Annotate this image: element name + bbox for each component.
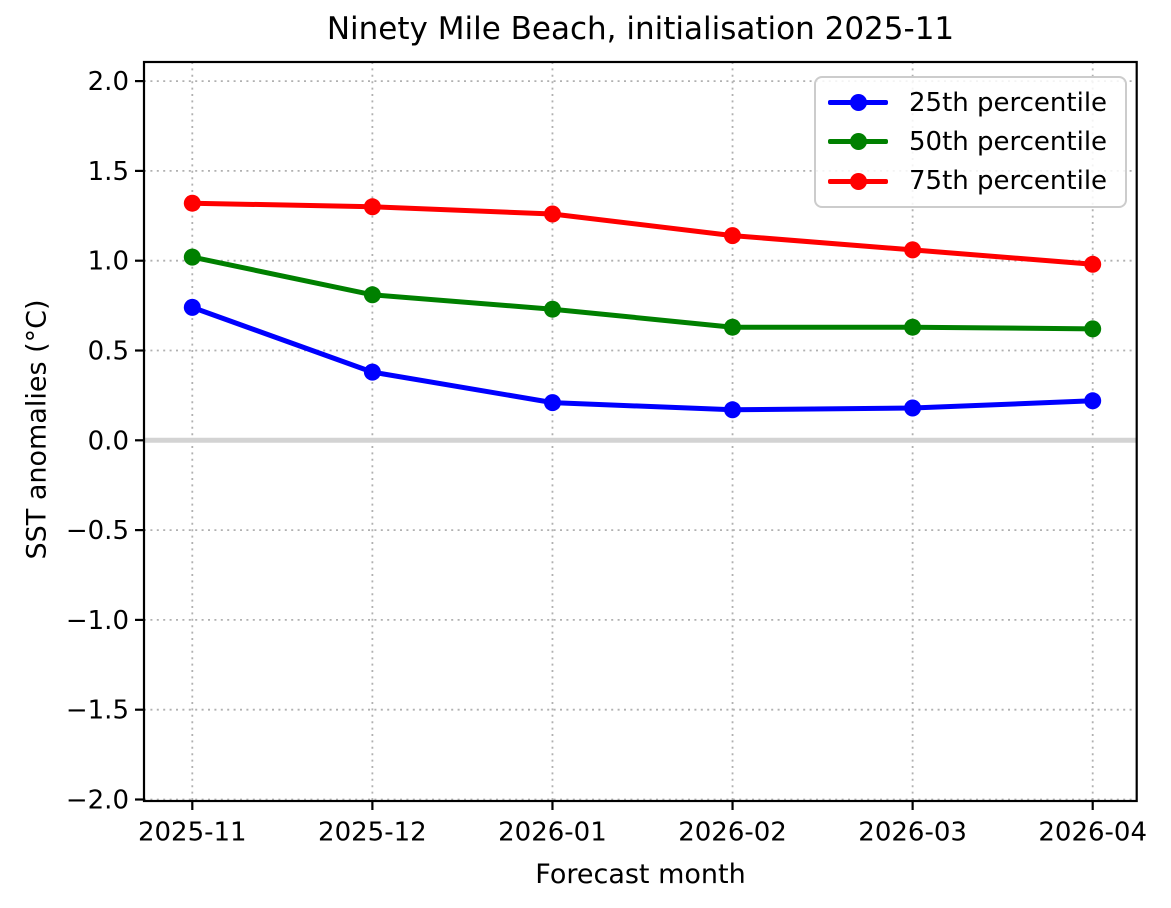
plot-border [142,60,1138,803]
y-tick-label: 1.5 [88,157,129,187]
y-tick-label: 0.5 [88,337,129,367]
legend-sample-dot [850,172,867,190]
y-tick-label: −0.5 [66,516,129,546]
legend: 25th percentile 50th percentile 75th perce… [814,76,1127,208]
legend-label: 75th percentile [909,166,1108,197]
series-line [189,304,1096,413]
data-point [904,318,922,336]
data-point [363,363,381,381]
data-point [1084,255,1102,273]
data-point [363,198,381,216]
data-point [363,286,381,304]
y-tick-label: −1.5 [66,696,129,726]
y-tick-label: −2.0 [66,786,129,816]
ticks: 2025-11 2025-12 2026-01 2026-02 2026-03 2026-… [66,67,1147,847]
series-50th-percentile [183,248,1102,338]
legend-item: 75th percentile [826,162,1115,201]
data-point [183,248,201,266]
data-point [544,394,561,412]
legend-item: 25th percentile [826,83,1115,122]
y-tick-label: 1.0 [88,247,129,277]
data-point [1084,392,1102,410]
legend-sample-dot [850,94,867,112]
data-point [183,194,201,212]
x-tick-label: 2025-12 [318,817,427,847]
y-tick-label: 2.0 [88,67,129,97]
legend-sample-dot [850,133,867,151]
data-point [1084,320,1102,338]
data-point [724,318,741,336]
legend-line-marker-icon [828,172,888,190]
data-point [544,300,561,318]
x-tick-label: 2025-11 [138,817,247,847]
x-tick-label: 2026-02 [678,817,787,847]
series-line [189,200,1096,267]
series-75th-percentile [183,194,1102,273]
legend-label: 50th percentile [909,126,1108,157]
legend-line-marker-icon [828,94,888,112]
legend-line-marker-icon [828,133,888,151]
chart-title: Ninety Mile Beach, initialisation 2025-1… [326,11,955,47]
x-axis-label: Forecast month [535,859,746,890]
legend-item: 50th percentile [826,122,1115,161]
series-25th-percentile [183,298,1102,419]
data-point [544,205,561,223]
x-tick-label: 2026-01 [498,817,607,847]
data-point [904,399,922,417]
series-line [189,254,1096,332]
y-tick-label: −1.0 [66,606,129,636]
data-point [724,227,741,245]
legend-label: 25th percentile [909,87,1108,118]
y-tick-label: 0.0 [88,426,129,456]
data-point [904,241,922,259]
data-point [183,298,201,316]
x-tick-label: 2026-04 [1038,817,1147,847]
x-tick-label: 2026-03 [858,817,967,847]
data-point [724,401,741,419]
